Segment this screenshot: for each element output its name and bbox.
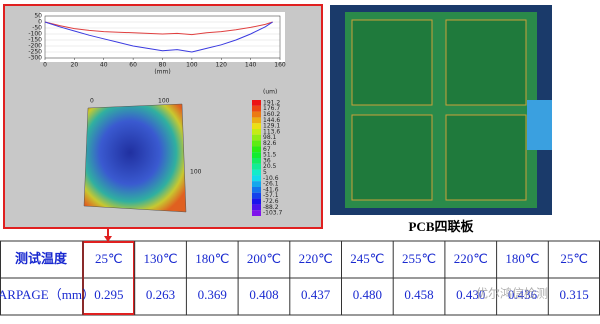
scale-label: -103.7 xyxy=(263,210,283,217)
y-tick-label: -150 xyxy=(28,37,42,44)
scale-swatch xyxy=(252,187,261,193)
temperature-cell: 180℃ xyxy=(195,251,229,266)
x-tick-label: 20 xyxy=(71,62,79,69)
scale-swatch xyxy=(252,134,261,141)
scale-swatch xyxy=(252,129,261,135)
scale-label: -88.2 xyxy=(263,204,279,211)
temperature-cell: 25℃ xyxy=(560,251,588,266)
map-axis-label: 100 xyxy=(158,98,170,105)
y-tick-label: -200 xyxy=(28,43,42,50)
warpage-cell: 0.430 xyxy=(456,287,485,302)
scale-label: 82.6 xyxy=(263,140,277,147)
scale-swatch xyxy=(252,140,261,147)
warpage-cell: 0.436 xyxy=(508,287,538,302)
x-tick-label: 80 xyxy=(159,62,167,69)
scale-label: 176.7 xyxy=(263,105,280,112)
x-tick-label: 140 xyxy=(245,62,257,69)
scale-swatch xyxy=(252,192,261,199)
scale-label: -41.6 xyxy=(263,186,279,193)
photo-caption: PCB四联板 xyxy=(408,219,474,234)
scale-swatch xyxy=(252,105,261,112)
scale-swatch xyxy=(252,152,261,158)
scale-swatch xyxy=(252,204,261,211)
temperature-cell: 220℃ xyxy=(299,251,333,266)
x-tick-label: 60 xyxy=(129,62,137,69)
scale-swatch xyxy=(252,111,261,118)
x-tick-label: 0 xyxy=(43,62,47,69)
temperature-cell: 25℃ xyxy=(95,251,123,266)
scale-swatch xyxy=(252,100,261,106)
warpage-cell: 0.369 xyxy=(198,287,227,302)
scale-label: -10.6 xyxy=(263,175,279,182)
temperature-cell: 220℃ xyxy=(454,251,488,266)
scale-label: 191.2 xyxy=(263,99,280,106)
temperature-cell: 180℃ xyxy=(505,251,539,266)
row-header: WARPAGE（mm） xyxy=(0,287,95,302)
temperature-cell: 245℃ xyxy=(350,251,384,266)
pcb-panel xyxy=(445,19,527,106)
series-line xyxy=(44,21,273,36)
scale-swatch xyxy=(252,158,261,164)
temperature-cell: 130℃ xyxy=(143,251,177,266)
scale-label: 98.1 xyxy=(263,134,277,141)
temperature-cell: 200℃ xyxy=(247,251,281,266)
pcb-panel xyxy=(351,19,433,106)
y-tick-label: -250 xyxy=(28,49,42,56)
warpage-cell: 0.480 xyxy=(353,287,382,302)
map-axis-label: 0 xyxy=(90,98,94,105)
scale-swatch xyxy=(252,123,261,129)
y-tick-label: -300 xyxy=(28,55,42,62)
scale-swatch xyxy=(252,198,261,205)
warpage-cell: 0.295 xyxy=(94,287,123,302)
scale-label: 36 xyxy=(263,157,271,164)
x-tick-label: 120 xyxy=(216,62,228,69)
warpage-map xyxy=(83,103,187,213)
scale-label: -26.1 xyxy=(263,181,279,188)
scale-label: 67 xyxy=(263,146,271,153)
scale-swatch xyxy=(252,210,261,216)
scale-label: -72.6 xyxy=(263,198,279,205)
scale-swatch xyxy=(252,169,261,176)
pcb-panel xyxy=(351,114,433,201)
watermark: 优尔鸿信检测 xyxy=(476,286,548,301)
scale-label: -57.1 xyxy=(263,192,279,199)
warpage-cell: 0.263 xyxy=(146,287,175,302)
scale-label: 113.6 xyxy=(263,128,280,135)
scale-unit: (um) xyxy=(263,89,277,96)
pcb-light xyxy=(527,100,552,150)
warpage-cell: 0.437 xyxy=(301,287,331,302)
scale-label: 144.6 xyxy=(263,117,280,124)
series-line xyxy=(44,21,273,53)
scale-swatch xyxy=(252,181,261,187)
temperature-cell: 255℃ xyxy=(402,251,436,266)
pcb-panel xyxy=(445,114,527,201)
y-tick-label: 0 xyxy=(38,19,42,26)
scale-swatch xyxy=(252,117,261,124)
x-tick-label: 160 xyxy=(274,62,286,69)
scale-label: 5 xyxy=(263,169,267,176)
scale-label: 20.5 xyxy=(263,163,277,170)
scale-swatch xyxy=(252,146,261,153)
scale-swatch xyxy=(252,163,261,170)
scale-swatch xyxy=(252,175,261,182)
y-tick-label: -50 xyxy=(32,25,42,32)
map-axis-label: 100 xyxy=(190,169,202,176)
warpage-cell: 0.458 xyxy=(404,287,433,302)
x-tick-label: 40 xyxy=(100,62,108,69)
x-axis-label: (mm) xyxy=(154,69,170,76)
x-tick-label: 100 xyxy=(186,62,198,69)
plot-frame xyxy=(44,15,281,59)
warpage-cell: 0.315 xyxy=(560,287,589,302)
y-tick-label: -100 xyxy=(28,31,42,38)
callout-arrowhead xyxy=(104,236,112,242)
plot-area xyxy=(40,12,285,62)
scale-label: 160.2 xyxy=(263,111,280,118)
scale-label: 51.5 xyxy=(263,152,277,159)
y-tick-label: 50 xyxy=(34,13,42,20)
scale-label: 129.1 xyxy=(263,123,280,130)
row-header: 测试温度 xyxy=(15,251,68,266)
warpage-cell: 0.408 xyxy=(249,287,278,302)
